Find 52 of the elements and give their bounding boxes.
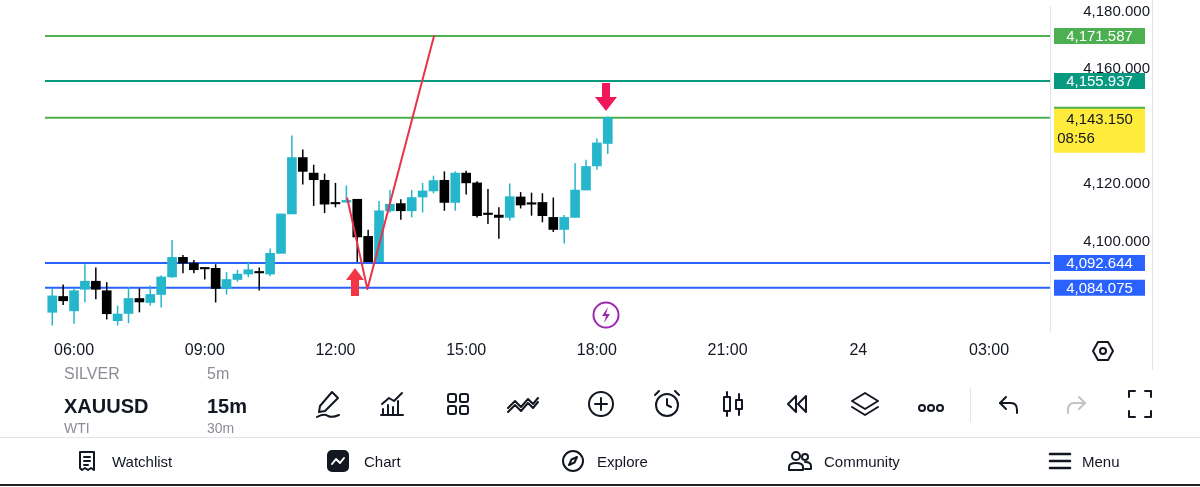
text: SILVER: [64, 365, 120, 383]
candlestick: [537, 192, 548, 224]
candlestick: [112, 304, 123, 327]
candlestick: [254, 266, 265, 292]
candlestick: [69, 287, 79, 325]
x-tick-label: 06:00: [54, 341, 95, 359]
candlestick: [101, 281, 112, 321]
candlestick: [80, 263, 90, 303]
text: Menu: [1082, 452, 1120, 470]
candlestick: [58, 283, 68, 306]
y-tick-label: 4,180.000: [1083, 1, 1150, 19]
text: 08:56: [1057, 128, 1095, 146]
text: 5m: [207, 365, 230, 383]
y-tick-label: 4,120.000: [1083, 174, 1150, 192]
candlestick: [167, 239, 177, 279]
x-tick-label: 09:00: [184, 341, 225, 359]
candlestick: [526, 191, 537, 217]
ref-line-label: 4,143.150: [1066, 109, 1133, 127]
candlestick: [494, 206, 504, 240]
x-tick-label: 21:00: [707, 341, 748, 359]
x-tick-label: 12:00: [315, 341, 356, 359]
candlestick: [395, 198, 406, 221]
candlestick: [504, 182, 515, 222]
candlestick: [123, 286, 134, 324]
text: 15m: [207, 394, 248, 418]
candlestick: [461, 170, 471, 196]
x-tick-label: 03:00: [968, 341, 1010, 359]
x-tick-label: 15:00: [446, 341, 487, 359]
candlestick: [47, 287, 58, 327]
candlestick: [221, 271, 232, 296]
candlestick: [297, 148, 308, 186]
candlestick: [134, 287, 145, 314]
x-tick-label: 18:00: [576, 341, 617, 359]
candlestick: [406, 189, 417, 219]
candlestick: [308, 164, 319, 207]
candlestick: [439, 170, 450, 212]
candlestick: [330, 182, 341, 209]
candlestick: [178, 254, 188, 274]
ref-line-label: 4,171.587: [1066, 27, 1133, 45]
candlestick: [91, 266, 101, 301]
ref-line-label: 4,084.075: [1066, 278, 1133, 296]
text: WTI: [64, 420, 90, 436]
text: Chart: [364, 452, 401, 470]
ref-line-label: 4,092.644: [1066, 254, 1133, 272]
text: XAUUSD: [64, 394, 149, 418]
text: Explore: [597, 452, 648, 470]
y-tick-label: 4,100.000: [1083, 231, 1150, 249]
text: 30m: [207, 420, 235, 436]
text: Community: [824, 452, 900, 470]
candlestick: [548, 196, 559, 233]
x-tick-label: 24: [849, 341, 868, 359]
text: Watchlist: [112, 452, 173, 470]
